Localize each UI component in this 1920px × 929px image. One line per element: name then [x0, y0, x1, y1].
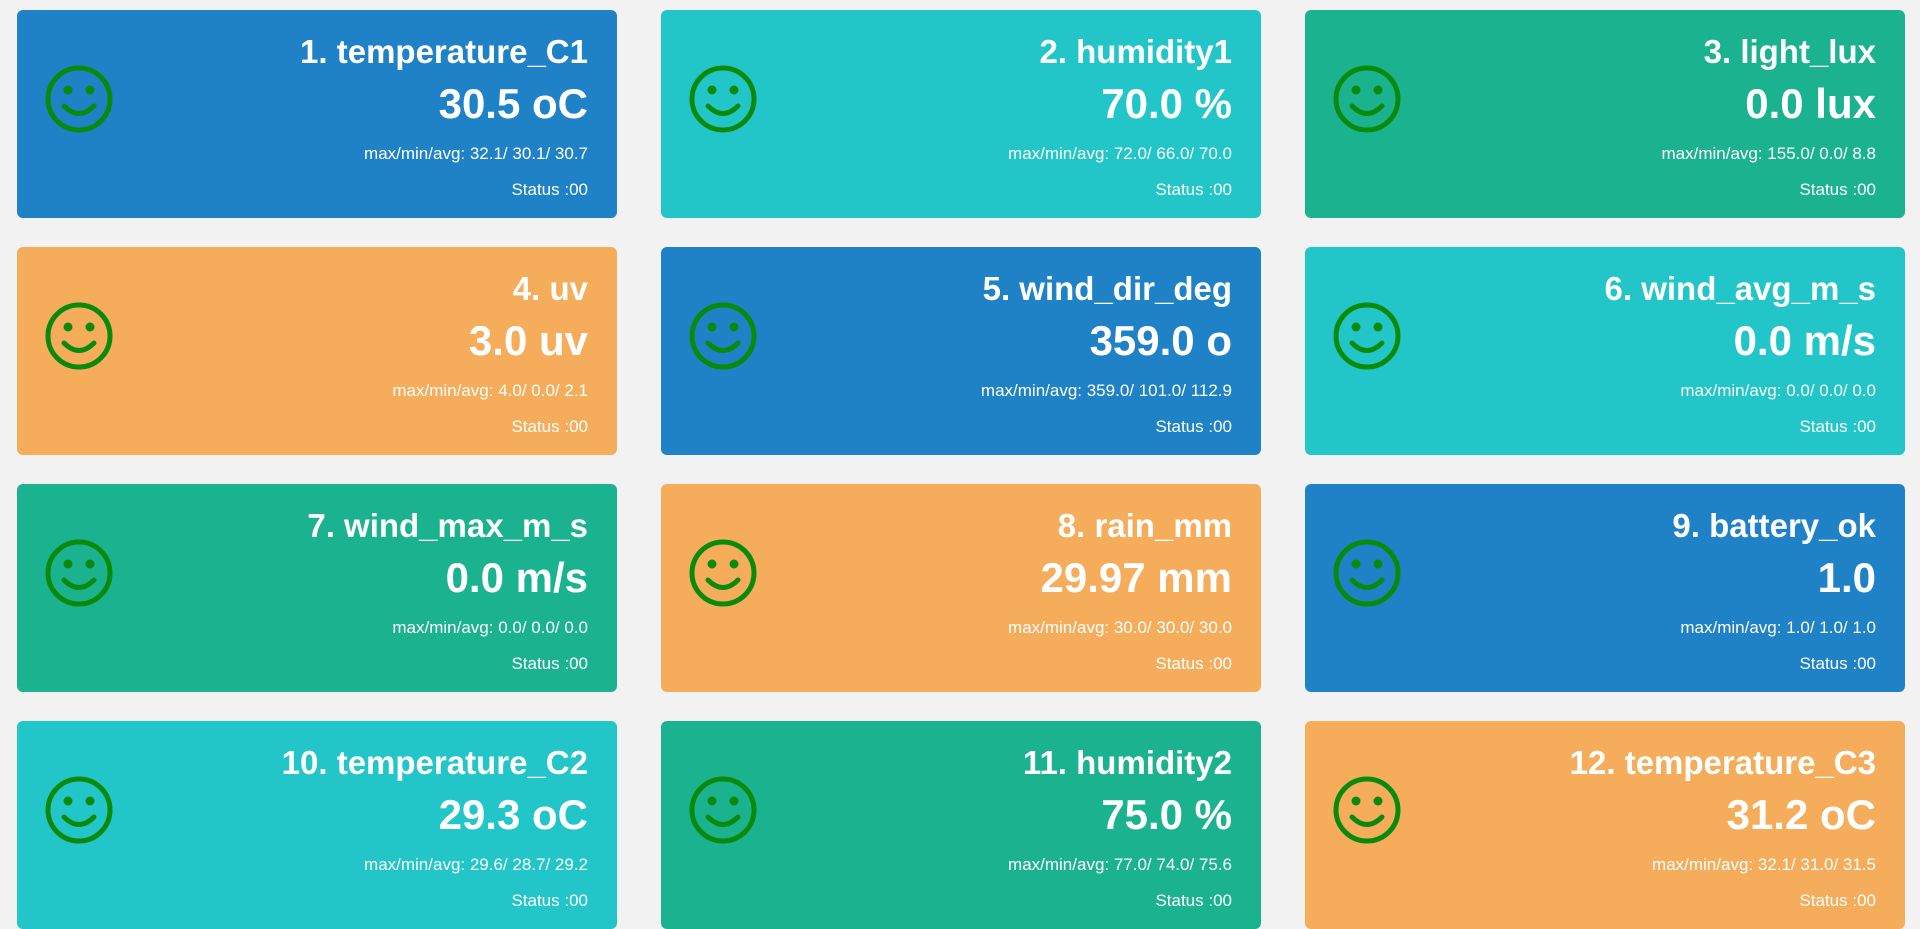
sensor-stats: max/min/avg: 4.0/ 0.0/ 2.1	[392, 381, 588, 400]
sensor-value: 29.97 mm	[1040, 554, 1232, 601]
sensor-name: 11. humidity2	[1022, 744, 1232, 781]
sensor-name: 1. temperature_C1	[300, 33, 588, 70]
sensor-card-6[interactable]: 6. wind_avg_m_s 0.0 m/s max/min/avg: 0.0…	[1305, 247, 1905, 455]
sensor-card-7[interactable]: 7. wind_max_m_s 0.0 m/s max/min/avg: 0.0…	[17, 484, 617, 692]
sensor-stats: max/min/avg: 30.0/ 30.0/ 30.0	[1008, 618, 1232, 637]
smiley-face-icon	[1333, 776, 1401, 844]
card-text: 10. temperature_C2 29.3 oC max/min/avg: …	[282, 743, 588, 911]
smiley-face-icon	[1333, 539, 1401, 607]
smiley-face-icon	[45, 302, 113, 370]
sensor-card-3[interactable]: 3. light_lux 0.0 lux max/min/avg: 155.0/…	[1305, 10, 1905, 218]
sensor-status: Status :00	[511, 891, 588, 910]
smiley-face-icon	[689, 539, 757, 607]
sensor-name: 3. light_lux	[1703, 33, 1876, 70]
sensor-card-11[interactable]: 11. humidity2 75.0 % max/min/avg: 77.0/ …	[661, 721, 1261, 929]
smiley-face-icon	[45, 776, 113, 844]
sensor-status: Status :00	[1155, 654, 1232, 673]
sensor-status: Status :00	[1155, 891, 1232, 910]
card-text: 7. wind_max_m_s 0.0 m/s max/min/avg: 0.0…	[307, 506, 588, 674]
sensor-status: Status :00	[1155, 180, 1232, 199]
sensor-stats: max/min/avg: 29.6/ 28.7/ 29.2	[364, 855, 588, 874]
sensor-status: Status :00	[1799, 891, 1876, 910]
sensor-status: Status :00	[1155, 417, 1232, 436]
sensor-value: 0.0 lux	[1745, 80, 1876, 127]
smiley-face-icon	[689, 302, 757, 370]
sensor-card-10[interactable]: 10. temperature_C2 29.3 oC max/min/avg: …	[17, 721, 617, 929]
sensor-value: 70.0 %	[1101, 80, 1232, 127]
sensor-name: 6. wind_avg_m_s	[1604, 270, 1876, 307]
sensor-stats: max/min/avg: 359.0/ 101.0/ 112.9	[980, 381, 1232, 400]
sensor-card-1[interactable]: 1. temperature_C1 30.5 oC max/min/avg: 3…	[17, 10, 617, 218]
smiley-face-icon	[45, 65, 113, 133]
card-text: 11. humidity2 75.0 % max/min/avg: 77.0/ …	[1008, 743, 1232, 911]
sensor-name: 8. rain_mm	[1057, 507, 1232, 544]
card-text: 5. wind_dir_deg 359.0 o max/min/avg: 359…	[981, 269, 1232, 437]
card-text: 9. battery_ok 1.0 max/min/avg: 1.0/ 1.0/…	[1672, 506, 1876, 674]
sensor-status: Status :00	[511, 654, 588, 673]
card-text: 1. temperature_C1 30.5 oC max/min/avg: 3…	[300, 32, 588, 200]
sensor-name: 5. wind_dir_deg	[982, 270, 1232, 307]
sensor-card-grid: 1. temperature_C1 30.5 oC max/min/avg: 3…	[17, 10, 1905, 929]
sensor-value: 0.0 m/s	[445, 554, 588, 601]
sensor-stats: max/min/avg: 1.0/ 1.0/ 1.0	[1680, 618, 1876, 637]
sensor-stats: max/min/avg: 32.1/ 30.1/ 30.7	[364, 144, 588, 163]
card-text: 12. temperature_C3 31.2 oC max/min/avg: …	[1570, 743, 1876, 911]
sensor-name: 12. temperature_C3	[1569, 744, 1876, 781]
sensor-value: 30.5 oC	[438, 80, 588, 127]
sensor-stats: max/min/avg: 32.1/ 31.0/ 31.5	[1652, 855, 1876, 874]
smiley-face-icon	[1333, 65, 1401, 133]
sensor-stats: max/min/avg: 72.0/ 66.0/ 70.0	[1008, 144, 1232, 163]
sensor-status: Status :00	[511, 417, 588, 436]
sensor-stats: max/min/avg: 155.0/ 0.0/ 8.8	[1661, 144, 1876, 163]
smiley-face-icon	[45, 539, 113, 607]
sensor-name: 2. humidity1	[1039, 33, 1232, 70]
smiley-face-icon	[1333, 302, 1401, 370]
sensor-name: 7. wind_max_m_s	[307, 507, 588, 544]
sensor-status: Status :00	[1799, 417, 1876, 436]
sensor-value: 31.2 oC	[1726, 791, 1876, 838]
sensor-card-12[interactable]: 12. temperature_C3 31.2 oC max/min/avg: …	[1305, 721, 1905, 929]
card-text: 2. humidity1 70.0 % max/min/avg: 72.0/ 6…	[1008, 32, 1232, 200]
card-text: 6. wind_avg_m_s 0.0 m/s max/min/avg: 0.0…	[1605, 269, 1876, 437]
smiley-face-icon	[689, 776, 757, 844]
sensor-value: 75.0 %	[1101, 791, 1232, 838]
sensor-name: 9. battery_ok	[1672, 507, 1876, 544]
card-text: 8. rain_mm 29.97 mm max/min/avg: 30.0/ 3…	[1008, 506, 1232, 674]
sensor-value: 3.0 uv	[468, 317, 588, 364]
smiley-face-icon	[689, 65, 757, 133]
sensor-value: 1.0	[1817, 554, 1876, 601]
sensor-stats: max/min/avg: 0.0/ 0.0/ 0.0	[392, 618, 588, 637]
sensor-card-9[interactable]: 9. battery_ok 1.0 max/min/avg: 1.0/ 1.0/…	[1305, 484, 1905, 692]
card-text: 3. light_lux 0.0 lux max/min/avg: 155.0/…	[1661, 32, 1876, 200]
sensor-value: 0.0 m/s	[1733, 317, 1876, 364]
sensor-card-2[interactable]: 2. humidity1 70.0 % max/min/avg: 72.0/ 6…	[661, 10, 1261, 218]
sensor-value: 359.0 o	[1089, 317, 1232, 364]
sensor-name: 10. temperature_C2	[281, 744, 588, 781]
sensor-status: Status :00	[511, 180, 588, 199]
sensor-status: Status :00	[1799, 654, 1876, 673]
sensor-value: 29.3 oC	[438, 791, 588, 838]
sensor-stats: max/min/avg: 0.0/ 0.0/ 0.0	[1680, 381, 1876, 400]
sensor-name: 4. uv	[512, 270, 588, 307]
sensor-status: Status :00	[1799, 180, 1876, 199]
sensor-card-8[interactable]: 8. rain_mm 29.97 mm max/min/avg: 30.0/ 3…	[661, 484, 1261, 692]
sensor-card-5[interactable]: 5. wind_dir_deg 359.0 o max/min/avg: 359…	[661, 247, 1261, 455]
card-text: 4. uv 3.0 uv max/min/avg: 4.0/ 0.0/ 2.1 …	[392, 269, 588, 437]
sensor-card-4[interactable]: 4. uv 3.0 uv max/min/avg: 4.0/ 0.0/ 2.1 …	[17, 247, 617, 455]
sensor-stats: max/min/avg: 77.0/ 74.0/ 75.6	[1008, 855, 1232, 874]
